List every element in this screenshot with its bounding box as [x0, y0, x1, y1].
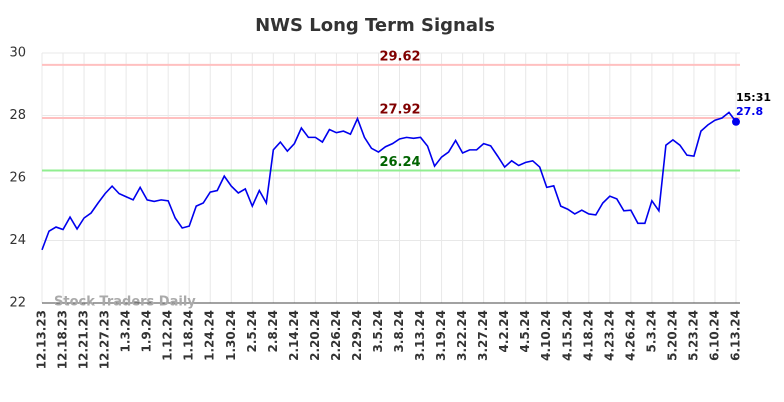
x-tick-label: 4.5.24	[518, 310, 532, 353]
y-tick-label: 30	[9, 46, 26, 61]
x-tick-label: 2.8.24	[266, 310, 280, 353]
x-tick-label: 3.13.24	[413, 310, 427, 361]
x-tick-label: 3.19.24	[434, 310, 448, 361]
x-tick-label: 3.27.24	[476, 310, 490, 361]
x-tick-label: 2.20.24	[308, 310, 322, 361]
x-tick-label: 5.20.24	[665, 310, 679, 361]
x-tick-label: 4.2.24	[497, 310, 511, 353]
x-tick-label: 6.13.24	[729, 310, 743, 361]
x-tick-label: 4.23.24	[602, 310, 616, 361]
x-tick-label: 5.23.24	[686, 310, 700, 361]
last-value: 27.8	[736, 105, 763, 118]
x-tick-label: 1.30.24	[224, 310, 238, 361]
x-tick-label: 4.15.24	[560, 310, 574, 361]
y-tick-label: 22	[9, 296, 26, 311]
x-tick-label: 5.3.24	[644, 310, 658, 353]
x-tick-label: 12.13.23	[35, 310, 49, 369]
watermark: Stock Traders Daily	[54, 295, 196, 310]
y-tick-label: 26	[9, 171, 26, 186]
last-point	[732, 117, 740, 126]
x-tick-label: 1.12.24	[161, 310, 175, 361]
x-tick-label: 1.24.24	[203, 310, 217, 361]
level-label: 29.62	[379, 49, 420, 64]
last-time: 15:31	[736, 91, 771, 104]
x-tick-label: 4.26.24	[623, 310, 637, 361]
x-tick-label: 6.10.24	[707, 310, 721, 361]
x-tick-label: 2.14.24	[287, 310, 301, 361]
x-tick-label: 3.8.24	[392, 310, 406, 353]
x-tick-label: 1.3.24	[119, 310, 133, 353]
y-tick-label: 28	[9, 108, 26, 123]
x-tick-label: 3.22.24	[455, 310, 469, 361]
x-tick-label: 1.9.24	[140, 310, 154, 353]
x-tick-label: 12.21.23	[77, 310, 91, 369]
price-line	[41, 111, 737, 251]
chart-title: NWS Long Term Signals	[255, 15, 495, 36]
x-tick-label: 4.18.24	[581, 310, 595, 361]
level-label: 27.92	[379, 103, 420, 118]
x-tick-label: 12.27.23	[98, 310, 112, 369]
y-tick-label: 24	[9, 233, 26, 248]
x-tick-label: 1.18.24	[182, 310, 196, 361]
x-tick-label: 4.10.24	[539, 310, 553, 361]
level-label: 26.24	[379, 155, 420, 170]
x-tick-label: 2.26.24	[329, 310, 343, 361]
x-tick-label: 3.5.24	[371, 310, 385, 353]
x-tick-label: 2.5.24	[245, 310, 259, 353]
x-tick-label: 12.18.23	[56, 310, 70, 369]
x-tick-label: 2.29.24	[350, 310, 364, 361]
